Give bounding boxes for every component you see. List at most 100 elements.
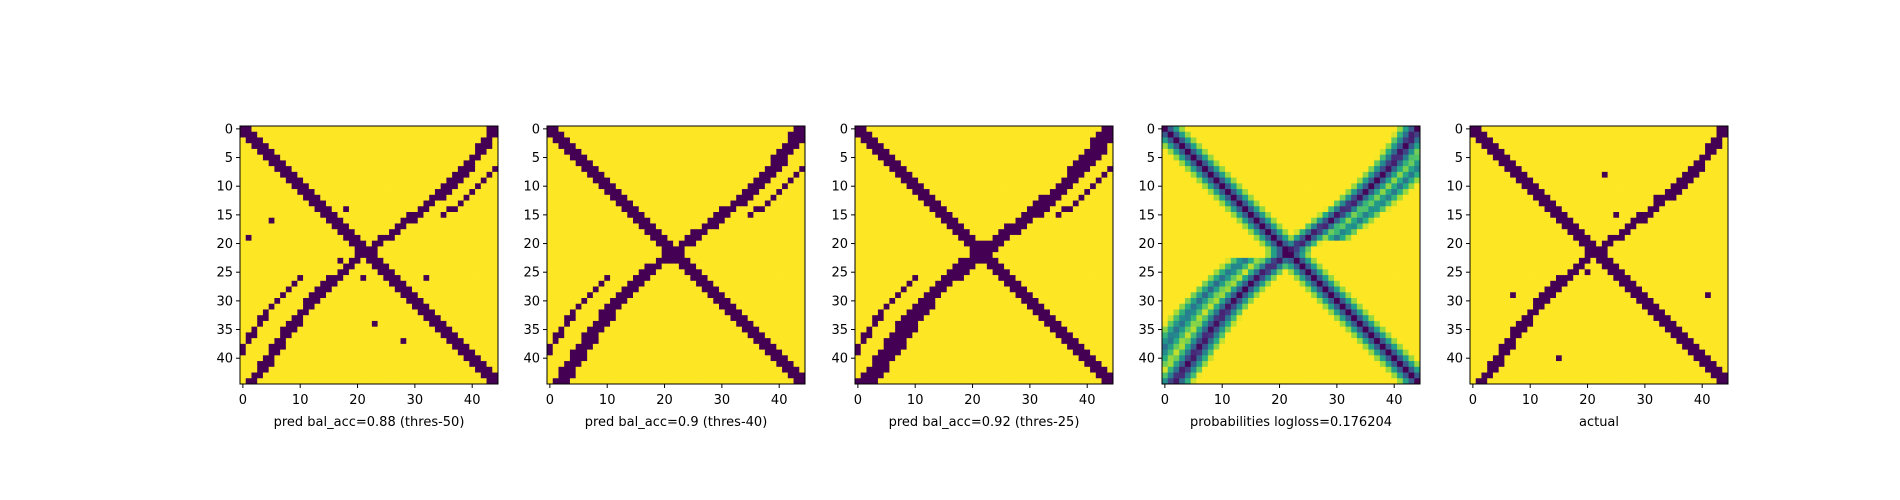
heatmap-cell: [633, 189, 640, 196]
heatmap-cell: [371, 189, 378, 196]
heatmap-cell: [952, 148, 959, 156]
heatmap-cell: [406, 194, 413, 201]
heatmap-cell: [644, 298, 651, 305]
heatmap-cell: [320, 177, 327, 184]
heatmap-cell: [1021, 189, 1028, 196]
heatmap-cell: [337, 206, 344, 213]
heatmap-cell: [480, 263, 487, 270]
heatmap-cell: [417, 143, 424, 150]
heatmap-cell: [952, 212, 959, 219]
heatmap-cell: [469, 315, 476, 322]
heatmap-cell: [860, 223, 867, 230]
heatmap-cell: [240, 257, 247, 264]
heatmap-cell: [690, 183, 697, 190]
heatmap-cell: [690, 246, 697, 253]
heatmap-cell: [992, 143, 999, 150]
heatmap-cell: [1061, 229, 1068, 236]
heatmap-cell: [406, 349, 413, 356]
heatmap-cell: [1084, 126, 1091, 133]
heatmap-cell: [389, 223, 396, 230]
heatmap-cell: [308, 355, 315, 362]
heatmap-cell: [701, 286, 708, 293]
heatmap-cell: [394, 126, 401, 133]
heatmap-cell: [486, 252, 493, 259]
heatmap-cell: [604, 372, 611, 379]
heatmap-cell: [701, 240, 708, 247]
heatmap-cell: [592, 206, 599, 213]
heatmap-cell: [547, 194, 554, 201]
heatmap-cell: [1107, 183, 1114, 190]
heatmap-cell: [394, 303, 401, 310]
heatmap-cell: [492, 378, 499, 385]
heatmap-cell: [251, 263, 258, 270]
heatmap-cell: [457, 223, 464, 230]
heatmap-cell: [587, 143, 594, 150]
heatmap-cell: [952, 183, 959, 190]
heatmap-cell: [320, 355, 327, 362]
heatmap-cell: [1107, 223, 1114, 230]
heatmap-cell: [291, 189, 298, 196]
heatmap-cell: [1101, 154, 1108, 161]
heatmap-cell: [480, 131, 487, 138]
heatmap-cell: [320, 240, 327, 247]
heatmap-cell: [463, 252, 470, 259]
heatmap-cell: [251, 223, 258, 230]
heatmap-cell: [655, 257, 663, 264]
heatmap-cell: [719, 189, 726, 196]
heatmap-cell: [759, 217, 766, 224]
heatmap-cell: [747, 183, 754, 190]
heatmap-cell: [981, 137, 988, 144]
heatmap-cell: [747, 206, 754, 213]
heatmap-cell: [268, 217, 275, 224]
heatmap-cell: [592, 298, 599, 305]
heatmap-cell: [268, 269, 275, 276]
heatmap-cell: [1027, 200, 1034, 207]
heatmap-cell: [463, 303, 470, 310]
heatmap-cell: [575, 338, 582, 345]
heatmap-cell: [638, 137, 645, 144]
heatmap-cell: [1009, 137, 1016, 144]
heatmap-cell: [285, 206, 292, 213]
heatmap-cell: [1044, 171, 1051, 178]
heatmap-cell: [941, 126, 948, 133]
heatmap-cell: [650, 177, 657, 184]
heatmap-cell: [360, 223, 367, 230]
heatmap-cell: [696, 223, 703, 230]
heatmap-cell: [730, 200, 737, 207]
heatmap-cell: [262, 326, 270, 333]
heatmap-cell: [558, 343, 565, 350]
heatmap-cell: [251, 234, 258, 242]
heatmap-cell: [446, 355, 453, 362]
heatmap-cell: [377, 177, 384, 184]
heatmap-cell: [457, 355, 464, 362]
heatmap-cell: [650, 315, 657, 322]
heatmap-cell: [262, 332, 270, 339]
heatmap-cell: [615, 223, 622, 230]
heatmap-cell: [440, 378, 447, 385]
heatmap-cell: [348, 292, 356, 299]
heatmap-cell: [1101, 166, 1108, 173]
heatmap-cell: [383, 189, 390, 196]
heatmap-cell: [354, 372, 361, 379]
heatmap-cell: [1072, 183, 1079, 190]
heatmap-cell: [678, 154, 685, 161]
heatmap-cell: [655, 143, 663, 150]
heatmap-cell: [753, 332, 760, 339]
heatmap-cell: [724, 292, 731, 299]
heatmap-cell: [776, 189, 783, 196]
heatmap-cell: [787, 246, 794, 253]
heatmap-cell: [776, 280, 783, 287]
heatmap-cell: [326, 275, 333, 282]
heatmap-cell: [1090, 183, 1097, 190]
heatmap-cell: [753, 143, 760, 150]
heatmap-cell: [799, 315, 806, 322]
heatmap-cell: [935, 200, 942, 207]
heatmap-cell: [627, 269, 634, 276]
heatmap-cell: [872, 183, 879, 190]
heatmap-cell: [492, 257, 499, 264]
heatmap-cell: [690, 200, 697, 207]
heatmap-cell: [274, 378, 281, 385]
heatmap-cell: [245, 223, 252, 230]
heatmap-cell: [274, 171, 281, 178]
heatmap-cell: [564, 234, 571, 242]
